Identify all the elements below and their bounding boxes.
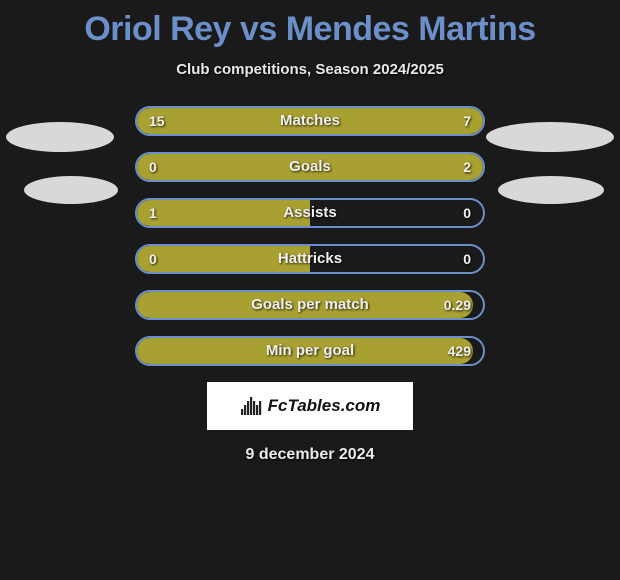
stat-row: Hattricks0 0 [135,244,485,274]
stat-value-right: 429 [448,338,471,364]
stat-label: Matches [137,108,483,134]
stat-row: Goals per match0.29 [135,290,485,320]
stat-row: Matches15 7 [135,106,485,136]
stat-row: Min per goal429 [135,336,485,366]
decorative-ellipse [486,122,614,152]
stat-value-right: 0 [463,200,471,226]
stat-label: Min per goal [137,338,483,364]
stat-row: Assists1 0 [135,198,485,228]
stat-label: Assists [137,200,483,226]
stat-value-right: 2 [463,154,471,180]
decorative-ellipse [498,176,604,204]
subtitle: Club competitions, Season 2024/2025 [0,61,620,78]
player1-name: Oriol Rey [84,10,231,48]
stat-value-left: 0 [149,246,157,272]
decorative-ellipse [24,176,118,204]
stat-value-left: 1 [149,200,157,226]
stat-value-right: 0.29 [444,292,471,318]
page-title: Oriol Rey vs Mendes Martins [0,0,620,49]
stat-value-left: 0 [149,154,157,180]
decorative-ellipse [6,122,114,152]
source-text: FcTables.com [268,396,381,416]
stat-value-right: 7 [463,108,471,134]
player2-name: Mendes Martins [286,10,536,48]
source-badge: FcTables.com [207,382,413,430]
stat-value-right: 0 [463,246,471,272]
stats-list: Matches157Goals02Assists10Hattricks00Goa… [135,106,485,366]
stat-row: Goals0 2 [135,152,485,182]
stat-label: Goals [137,154,483,180]
vs-text: vs [240,10,277,48]
comparison-infographic: Oriol Rey vs Mendes Martins Club competi… [0,0,620,580]
stat-label: Goals per match [137,292,483,318]
stat-label: Hattricks [137,246,483,272]
date-label: 9 december 2024 [0,446,620,464]
stat-value-left: 15 [149,108,165,134]
bars-icon [240,395,262,417]
